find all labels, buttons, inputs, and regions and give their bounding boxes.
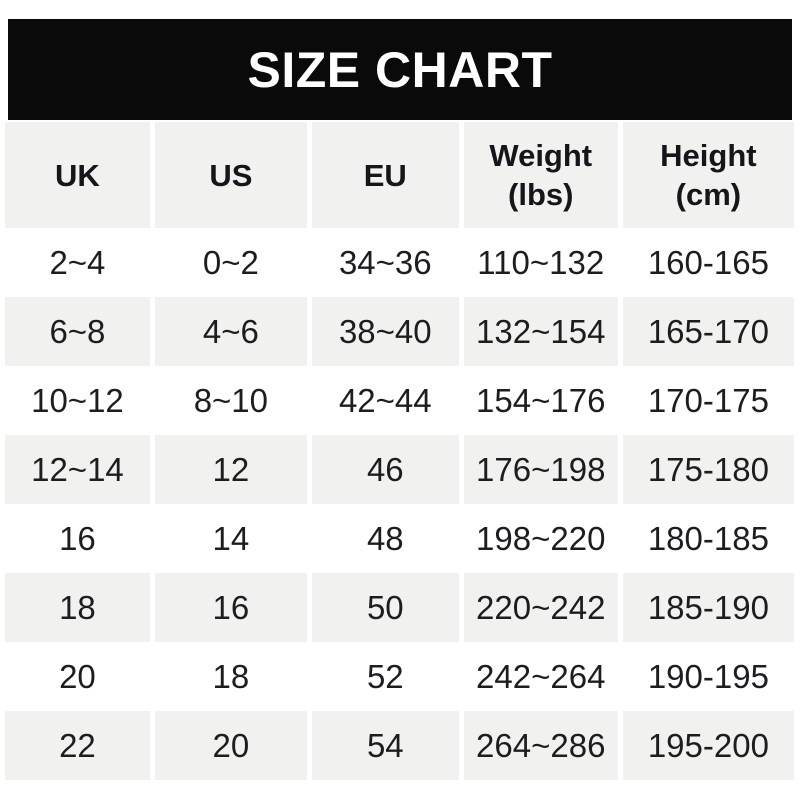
table-cell: 34~36 — [338, 243, 432, 281]
table-cell: 8~10 — [193, 381, 269, 419]
table-cell: 165-170 — [622, 297, 794, 366]
table-cell: 132~154 — [463, 297, 618, 366]
table-cell: 18 — [5, 573, 150, 642]
header-label: UK — [55, 157, 100, 193]
table-cell: 0~2 — [202, 243, 259, 281]
table-row: 16 14 48 198~220 180-185 — [5, 504, 794, 573]
table-cell: 38~40 — [311, 297, 459, 366]
header-row: UK US EU Weight (lbs) Height (cm) — [5, 122, 794, 228]
header-cell: US — [154, 122, 307, 228]
table-row: 20 18 52 242~264 190-195 — [5, 642, 794, 711]
header-label: EU — [363, 157, 407, 193]
header-label: US — [209, 157, 253, 193]
table-cell: 50 — [311, 573, 459, 642]
title-banner: SIZE CHART — [8, 19, 792, 120]
table-cell: 242~264 — [476, 657, 606, 695]
table-cell: 12~14 — [5, 435, 150, 504]
table-cell: 176~198 — [463, 435, 618, 504]
header-cell: Height (cm) — [622, 122, 794, 228]
table-row: 12~14 12 46 176~198 175-180 — [5, 435, 794, 504]
table-cell: 18 — [212, 657, 250, 695]
table-cell: 42~44 — [338, 381, 432, 419]
header-cell: UK — [5, 122, 150, 228]
table-cell: 10~12 — [31, 381, 124, 419]
table-cell: 198~220 — [476, 519, 606, 557]
table-cell: 195-200 — [622, 711, 794, 780]
table-cell: 12 — [154, 435, 307, 504]
table-cell: 220~242 — [463, 573, 618, 642]
table-cell: 180-185 — [647, 519, 769, 557]
header-label: Height — [660, 138, 757, 173]
table-cell: 170-175 — [647, 381, 769, 419]
table-cell: 16 — [59, 519, 96, 557]
header-cell: Weight (lbs) — [463, 122, 618, 228]
header-label: (cm) — [675, 177, 742, 212]
table-cell: 52 — [366, 657, 404, 695]
header-cell: EU — [311, 122, 459, 228]
table-cell: 185-190 — [622, 573, 794, 642]
table-row: 22 20 54 264~286 195-200 — [5, 711, 794, 780]
table-cell: 190-195 — [647, 657, 769, 695]
table-row: 10~12 8~10 42~44 154~176 170-175 — [5, 366, 794, 435]
header-label: (lbs) — [508, 177, 574, 212]
table-cell: 2~4 — [49, 243, 106, 281]
table-cell: 16 — [154, 573, 307, 642]
table-row: 6~8 4~6 38~40 132~154 165-170 — [5, 297, 794, 366]
table-cell: 160-165 — [647, 243, 769, 281]
page-title: SIZE CHART — [247, 41, 553, 98]
table-cell: 46 — [311, 435, 459, 504]
table-row: 18 16 50 220~242 185-190 — [5, 573, 794, 642]
header-label: Weight — [489, 138, 593, 173]
table-row: 2~4 0~2 34~36 110~132 160-165 — [5, 228, 794, 297]
table-body: 2~4 0~2 34~36 110~132 160-165 6~8 4~6 38~40 132~… — [5, 228, 794, 780]
table-cell: 110~132 — [477, 243, 605, 281]
table-cell: 4~6 — [154, 297, 307, 366]
table-cell: 20 — [154, 711, 307, 780]
table-cell: 175-180 — [622, 435, 794, 504]
table-cell: 54 — [311, 711, 459, 780]
table-cell: 20 — [59, 657, 96, 695]
table-cell: 154~176 — [476, 381, 606, 419]
table-cell: 14 — [212, 519, 250, 557]
table-cell: 22 — [5, 711, 150, 780]
table-cell: 48 — [366, 519, 404, 557]
table-cell: 6~8 — [5, 297, 150, 366]
table-cell: 264~286 — [463, 711, 618, 780]
table-header: UK US EU Weight (lbs) Height (cm) — [5, 122, 794, 228]
size-chart-table: UK US EU Weight (lbs) Height (cm) 2~4 0~2 34~36 1… — [0, 122, 799, 780]
